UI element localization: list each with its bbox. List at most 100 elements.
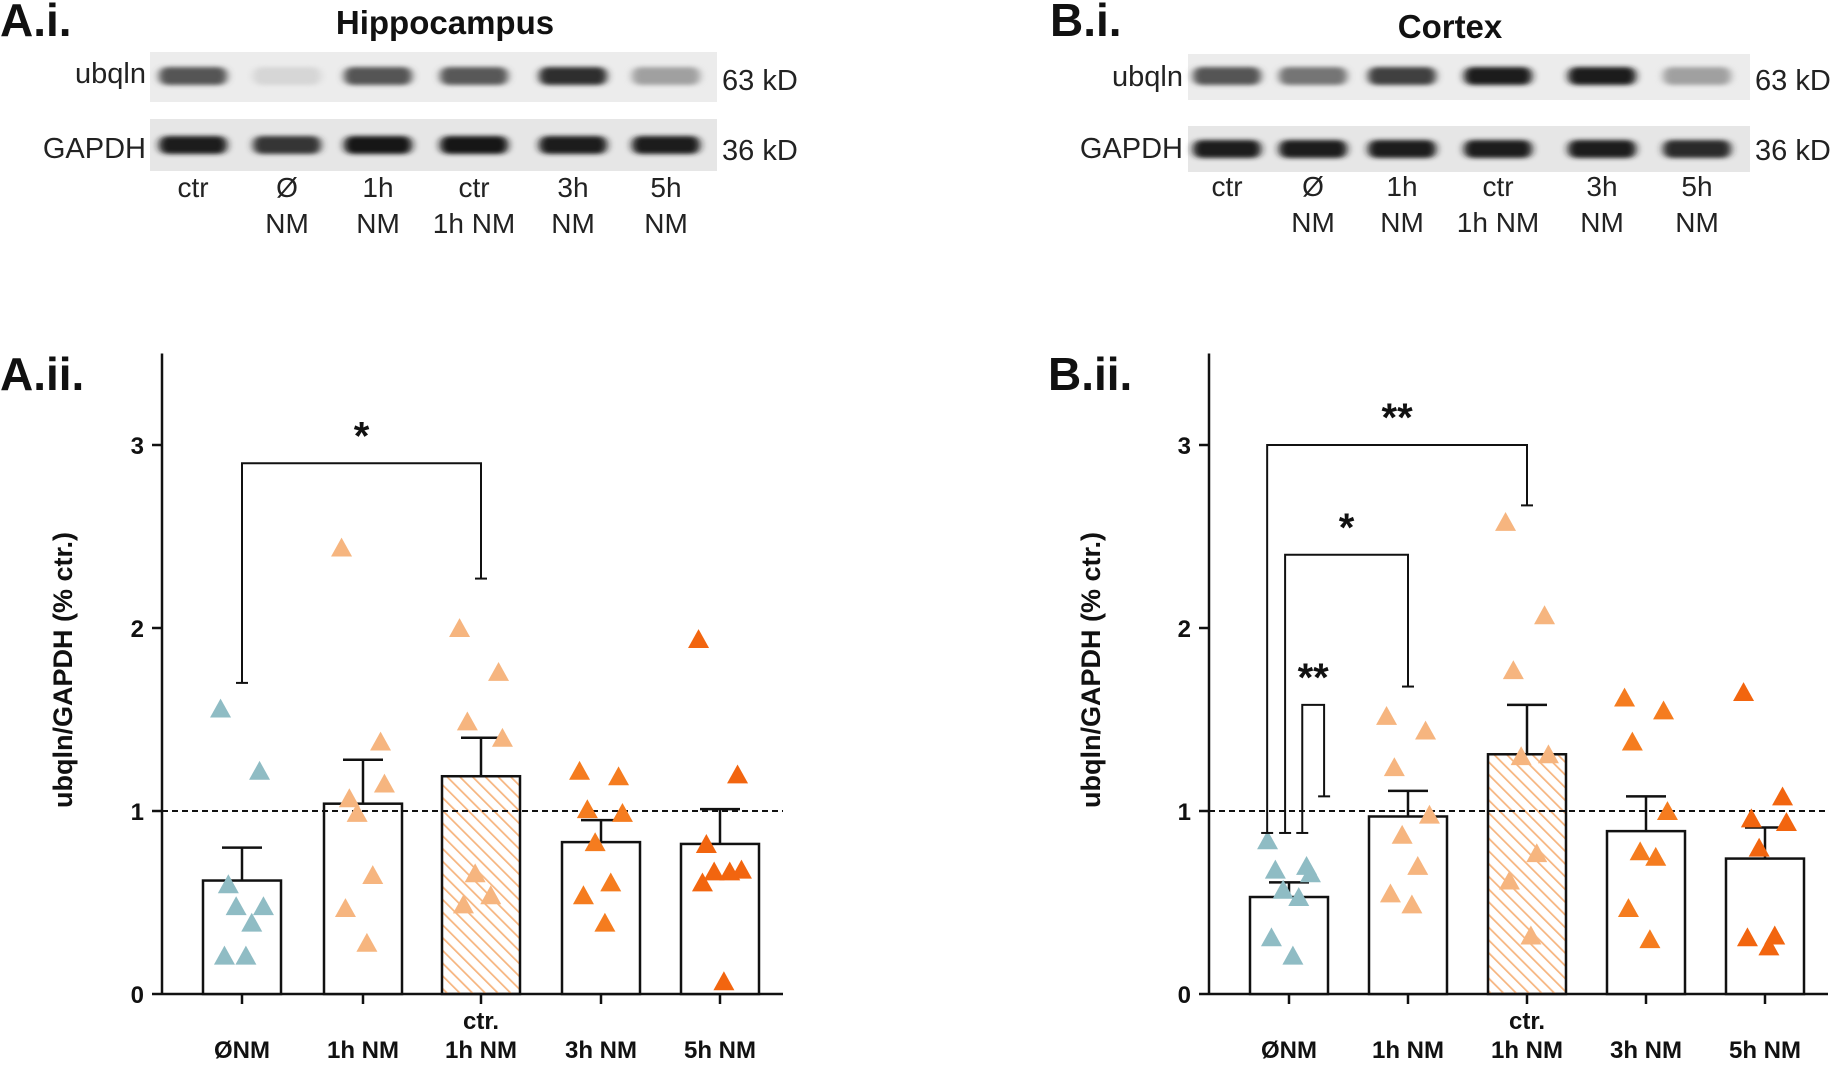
lane-label-line1: 1h — [362, 172, 393, 203]
y-tick-label: 2 — [1178, 616, 1191, 643]
panel-label-b-i: B.i. — [1050, 0, 1122, 46]
lane-label-line1: 5h — [650, 172, 681, 203]
bar-2 — [322, 802, 404, 996]
blot-title-cortex: Cortex — [1398, 8, 1503, 45]
significance-bracket-1 — [1266, 444, 1528, 833]
lane-label-line2: NM — [551, 208, 595, 239]
significance-bracket-2 — [1284, 553, 1409, 833]
x-tick-label-line1: ctr. — [463, 1008, 499, 1035]
lane-label-line2: NM — [644, 208, 688, 239]
x-tick-label-line2: 1h NM — [1491, 1037, 1563, 1064]
significance-label-2: * — [1339, 506, 1355, 550]
data-point-group-1 — [1282, 945, 1304, 965]
lane-label-line1: 3h — [1586, 171, 1617, 202]
data-point-group-4 — [1614, 687, 1636, 707]
data-point-group-5 — [1758, 936, 1780, 956]
data-point-group-2 — [373, 773, 395, 793]
data-point-group-5 — [719, 861, 741, 881]
band-ubqln-lane-5 — [1568, 67, 1636, 85]
y-tick-label: 0 — [1178, 982, 1191, 1009]
data-point-group-1 — [1264, 859, 1286, 879]
data-point-group-3 — [488, 662, 510, 681]
data-point-group-5 — [1772, 786, 1794, 806]
data-point-group-3 — [464, 863, 486, 883]
data-point-group-4 — [1639, 929, 1661, 949]
bar-5 — [679, 842, 761, 996]
band-gapdh-lane-3 — [1368, 140, 1436, 158]
data-point-group-4 — [1653, 700, 1675, 720]
data-point-group-4 — [572, 885, 594, 905]
data-point-group-4 — [1617, 898, 1639, 918]
bar-5 — [1724, 857, 1806, 996]
band-gapdh-lane-1 — [1193, 140, 1261, 158]
band-ubqln-lane-1 — [1193, 67, 1261, 85]
y-tick-label: 2 — [131, 616, 144, 643]
band-gapdh-lane-5 — [1568, 140, 1636, 158]
data-point-group-2 — [1376, 705, 1398, 725]
data-point-group-2 — [1383, 757, 1405, 777]
data-point-group-5 — [1740, 808, 1762, 828]
blot-panel-hippocampus: A.i. Hippocampus ubqln GAPDH 63 kD 36 kD… — [0, 0, 798, 239]
data-point-group-3 — [456, 711, 478, 731]
data-point-group-1 — [210, 698, 232, 718]
data-point-group-5 — [727, 764, 749, 784]
blot-panel-cortex: B.i. Cortex ubqln GAPDH 63 kD 36 kD ctr Ø… — [1050, 0, 1831, 238]
x-tick-label-line2: 1h NM — [327, 1037, 399, 1064]
y-tick-label: 3 — [131, 433, 144, 460]
data-point-group-1 — [225, 896, 247, 916]
x-tick-label-line1: ctr. — [1509, 1008, 1545, 1035]
kd-label-63-a: 63 kD — [722, 65, 798, 97]
x-tick-label-line2: 1h NM — [445, 1037, 517, 1064]
data-point-group-2 — [346, 802, 368, 822]
data-point-group-3 — [1510, 746, 1532, 766]
band-ubqln-lane-6 — [1663, 67, 1731, 85]
band-ubqln-lane-4 — [1464, 67, 1532, 85]
data-point-group-4 — [1656, 801, 1678, 821]
band-ubqln-lane-2 — [253, 67, 321, 85]
panel-label-a-i: A.i. — [0, 0, 72, 46]
data-point-group-5 — [695, 834, 717, 853]
data-point-group-2 — [370, 731, 392, 751]
band-gapdh-lane-6 — [632, 136, 700, 154]
data-point-group-3 — [1537, 744, 1559, 764]
data-point-group-4 — [600, 872, 622, 892]
blot-strip-gapdh-a — [150, 119, 717, 171]
lane-label-line1: ctr — [1482, 171, 1513, 202]
data-point-group-5 — [703, 861, 725, 881]
data-point-group-1 — [1299, 863, 1321, 883]
data-point-group-3 — [491, 727, 513, 747]
data-point-group-5 — [691, 872, 713, 892]
data-point-group-2 — [334, 898, 356, 918]
lane-label-line2: NM — [1675, 207, 1719, 238]
data-point-group-3 — [480, 885, 502, 905]
bar-1 — [201, 879, 283, 996]
data-point-group-2 — [1407, 856, 1429, 875]
lane-label-line1: ctr — [1211, 171, 1242, 202]
band-ubqln-lane-6 — [632, 67, 700, 85]
band-label-ubqln-b: ubqln — [1112, 61, 1183, 93]
panel-label-b-ii: B.ii. — [1048, 348, 1132, 400]
band-ubqln-lane-5 — [539, 67, 607, 85]
lane-label-line2: NM — [356, 208, 400, 239]
data-point-group-3 — [1502, 660, 1524, 680]
significance-label-3: ** — [1298, 656, 1330, 700]
data-point-group-5 — [688, 629, 710, 648]
data-point-group-1 — [1260, 927, 1282, 947]
panel-label-a-ii: A.ii. — [0, 348, 84, 400]
kd-label-36-b: 36 kD — [1755, 135, 1831, 167]
band-gapdh-lane-6 — [1663, 140, 1731, 158]
data-point-group-4 — [569, 760, 591, 780]
kd-label-63-b: 63 kD — [1755, 65, 1831, 97]
data-point-group-4 — [584, 832, 606, 852]
data-point-group-2 — [1401, 894, 1423, 914]
band-ubqln-lane-3 — [1368, 67, 1436, 85]
data-point-group-4 — [1645, 846, 1667, 866]
band-gapdh-lane-2 — [1279, 140, 1347, 158]
data-point-group-3 — [1520, 925, 1542, 945]
data-point-group-2 — [362, 865, 384, 885]
data-point-group-2 — [1391, 824, 1413, 844]
y-tick-label: 3 — [1178, 433, 1191, 460]
data-point-group-2 — [1415, 720, 1437, 740]
significance-label-1: ** — [1382, 396, 1414, 440]
